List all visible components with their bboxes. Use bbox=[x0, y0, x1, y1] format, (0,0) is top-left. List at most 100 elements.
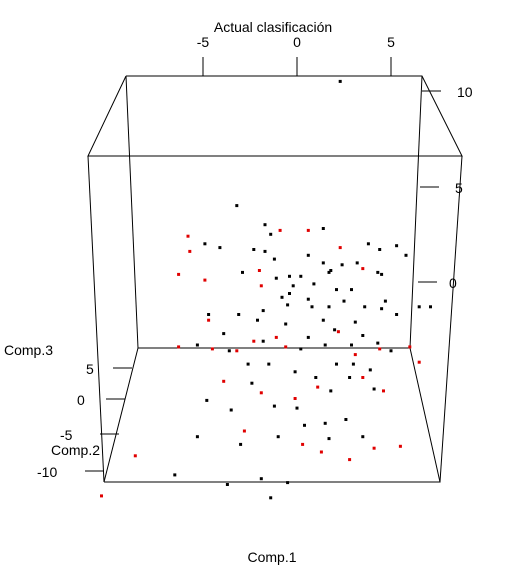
data-point-class_b-7 bbox=[339, 246, 342, 249]
data-point-class_a-41 bbox=[262, 340, 265, 343]
data-point-class_b-15 bbox=[275, 336, 278, 339]
data-point-class_a-60 bbox=[230, 409, 233, 412]
box-left-edge bbox=[88, 156, 104, 482]
data-point-class_a-74 bbox=[286, 481, 289, 484]
data-point-class_a-53 bbox=[294, 370, 297, 373]
data-point-class_a-42 bbox=[333, 328, 336, 331]
data-point-class_a-10 bbox=[322, 261, 325, 264]
data-point-class_a-67 bbox=[239, 443, 242, 446]
data-point-class_a-39 bbox=[429, 305, 432, 308]
data-point-class_b-23 bbox=[260, 391, 263, 394]
data-point-class_a-40 bbox=[222, 332, 225, 335]
data-point-class_b-28 bbox=[243, 430, 246, 433]
data-point-class_a-49 bbox=[196, 344, 199, 347]
data-point-class_a-52 bbox=[267, 363, 270, 366]
data-point-class_a-57 bbox=[369, 368, 372, 371]
data-point-class_a-4 bbox=[203, 242, 206, 245]
x-tick-label-1: 0 bbox=[293, 34, 301, 50]
data-point-class_b-24 bbox=[294, 397, 297, 400]
z-tick-label-5: 5 bbox=[455, 180, 463, 196]
box-floor bbox=[104, 348, 440, 482]
data-point-class_a-33 bbox=[350, 288, 353, 291]
data-point-class_a-51 bbox=[247, 363, 250, 366]
data-point-class_a-14 bbox=[378, 248, 381, 251]
data-points bbox=[100, 80, 432, 499]
data-point-class_a-43 bbox=[307, 336, 310, 339]
y-tick-label-m5: -5 bbox=[60, 427, 73, 443]
data-point-class_a-61 bbox=[273, 405, 276, 408]
data-point-class_b-19 bbox=[378, 347, 381, 350]
data-point-class_b-35 bbox=[134, 454, 137, 457]
data-point-class_a-54 bbox=[314, 376, 317, 379]
data-point-class_b-18 bbox=[354, 353, 357, 356]
data-point-class_a-25 bbox=[207, 313, 210, 316]
data-point-class_a-17 bbox=[380, 273, 383, 276]
data-point-class_a-16 bbox=[405, 254, 408, 257]
data-point-class_b-22 bbox=[222, 380, 225, 383]
x-tick-label-0: -5 bbox=[197, 34, 210, 50]
data-point-class_b-5 bbox=[279, 229, 282, 232]
data-point-class_b-10 bbox=[207, 319, 210, 322]
data-point-class_a-30 bbox=[307, 298, 310, 301]
data-point-class_a-87 bbox=[250, 382, 253, 385]
data-point-class_a-76 bbox=[329, 269, 332, 272]
data-point-class_a-8 bbox=[273, 258, 276, 261]
z-axis-label: Comp.3 bbox=[4, 342, 53, 358]
data-point-class_a-29 bbox=[286, 303, 289, 306]
box-back-face bbox=[88, 76, 462, 156]
data-point-class_b-29 bbox=[301, 443, 304, 446]
data-point-class_a-37 bbox=[395, 313, 398, 316]
data-point-class_a-36 bbox=[380, 307, 383, 310]
data-point-class_a-9 bbox=[307, 254, 310, 257]
z-tick-label-0: 0 bbox=[449, 275, 457, 291]
data-point-class_a-28 bbox=[288, 292, 291, 295]
data-point-class_a-22 bbox=[288, 275, 291, 278]
data-point-class_b-25 bbox=[316, 386, 319, 389]
data-point-class_b-9 bbox=[260, 284, 263, 287]
data-point-class_a-5 bbox=[218, 246, 221, 249]
data-point-class_a-3 bbox=[322, 227, 325, 230]
data-point-class_a-13 bbox=[356, 261, 359, 264]
data-point-class_a-80 bbox=[262, 309, 265, 312]
data-point-class_a-69 bbox=[328, 437, 331, 440]
data-point-class_a-44 bbox=[324, 344, 327, 347]
data-point-class_a-35 bbox=[335, 288, 338, 291]
data-point-class_b-26 bbox=[361, 376, 364, 379]
y-tick-label-m10: -10 bbox=[37, 464, 57, 480]
data-point-class_a-77 bbox=[343, 300, 346, 303]
data-point-class_b-1 bbox=[188, 250, 191, 253]
x-tick-label-2: 5 bbox=[387, 34, 395, 50]
data-point-class_a-75 bbox=[269, 496, 272, 499]
data-point-class_a-59 bbox=[205, 399, 208, 402]
data-point-class_a-73 bbox=[260, 477, 263, 480]
data-point-class_a-24 bbox=[241, 271, 244, 274]
data-point-class_a-48 bbox=[390, 349, 393, 352]
data-point-class_a-34 bbox=[363, 305, 366, 308]
data-point-class_a-20 bbox=[299, 275, 302, 278]
data-point-class_b-17 bbox=[337, 330, 340, 333]
z-tick-label-10: 10 bbox=[457, 84, 473, 100]
data-point-class_a-85 bbox=[299, 347, 302, 350]
data-point-class_a-86 bbox=[348, 376, 351, 379]
data-point-class_b-12 bbox=[211, 347, 214, 350]
data-point-class_a-26 bbox=[237, 313, 240, 316]
data-point-class_a-7 bbox=[264, 250, 267, 253]
y-axis-label: Comp.2 bbox=[51, 442, 100, 458]
data-point-class_a-71 bbox=[173, 473, 176, 476]
data-point-class_a-84 bbox=[256, 319, 259, 322]
data-point-class_a-55 bbox=[335, 363, 338, 366]
data-point-class_a-82 bbox=[322, 319, 325, 322]
box-right-edge bbox=[440, 156, 462, 482]
data-point-class_a-46 bbox=[361, 334, 364, 337]
data-point-class_a-32 bbox=[328, 305, 331, 308]
data-point-class_a-89 bbox=[339, 80, 342, 83]
data-point-class_a-23 bbox=[292, 284, 295, 287]
data-point-class_b-33 bbox=[399, 445, 402, 448]
data-point-class_b-32 bbox=[373, 447, 376, 450]
data-point-class_a-12 bbox=[367, 242, 370, 245]
data-point-class_a-64 bbox=[324, 422, 327, 425]
data-point-class_a-18 bbox=[376, 271, 379, 274]
data-point-class_a-62 bbox=[296, 407, 299, 410]
data-point-class_b-8 bbox=[361, 267, 364, 270]
